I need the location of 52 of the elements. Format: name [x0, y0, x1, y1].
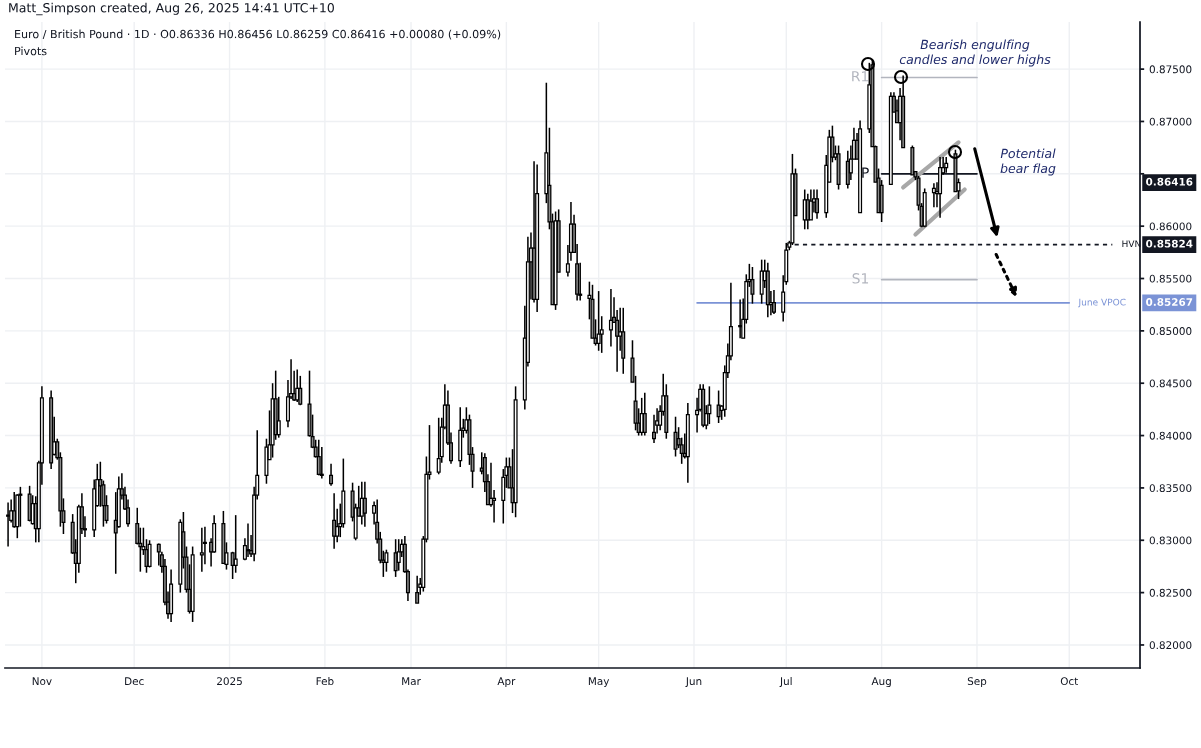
text: Euro / British Pound · 1D · O0.86336 H0.86456 L0.86259 C0.86416 +0.00080 (+0.09%) — [15, 29, 501, 40]
series-label: P — [862, 167, 869, 178]
text: 0.86416 — [1146, 177, 1193, 186]
x-tick-label: Aug — [871, 677, 891, 688]
y-tick-label: 0.85500 — [1149, 274, 1192, 283]
candlestick — [707, 385, 712, 425]
candlestick — [759, 258, 764, 305]
candlestick — [673, 415, 678, 458]
candlestick — [199, 526, 204, 573]
x-tick-label: Sep — [967, 677, 987, 688]
y-tick-label: 0.87000 — [1149, 117, 1192, 126]
text: Pivots — [15, 46, 47, 56]
x-tick-label: Apr — [497, 677, 516, 688]
text: Matt_Simpson created, Aug 26, 2025 14:41 UTC+10 — [9, 2, 334, 16]
candlestick — [147, 539, 152, 569]
y-tick-label: 0.85000 — [1149, 327, 1192, 335]
x-tick-label: Feb — [316, 677, 334, 686]
y-tick-label: 0.83500 — [1149, 484, 1192, 493]
x-tick-label: 2025 — [217, 677, 242, 686]
y-tick-label: 0.86000 — [1149, 222, 1192, 231]
candlestick — [6, 501, 11, 548]
y-tick-label: 0.84500 — [1149, 379, 1192, 388]
candlestick — [750, 266, 755, 305]
candlestick — [233, 514, 238, 574]
candlestick — [276, 396, 281, 439]
annotation: Bearish engulfing candles and lower highs — [899, 39, 1051, 67]
x-tick-label: Dec — [125, 677, 144, 686]
candlestick — [329, 463, 334, 487]
series-label: June VPOC — [1078, 298, 1126, 308]
annotation: Potential bear flag — [1000, 148, 1056, 176]
candlestick — [608, 288, 613, 348]
series-label: R1 — [852, 71, 869, 82]
candlestick — [815, 188, 820, 220]
x-tick-label: Jul — [779, 677, 792, 688]
series-label: S1 — [852, 273, 869, 284]
x-tick-label: Nov — [32, 677, 52, 686]
y-tick-label: 0.82500 — [1149, 588, 1192, 597]
x-tick-label: Mar — [402, 677, 421, 686]
y-tick-label: 0.87500 — [1149, 65, 1192, 74]
y-tick-label: 0.83000 — [1149, 536, 1192, 545]
x-tick-label: May — [588, 677, 610, 688]
candlestick — [642, 391, 647, 437]
candlestick — [931, 182, 936, 209]
candlestick — [384, 548, 389, 573]
y-tick-label: 0.84000 — [1149, 431, 1192, 440]
text: 0.85824 — [1146, 239, 1193, 248]
x-tick-label: Jun — [685, 677, 702, 688]
candlestick — [126, 498, 131, 528]
x-tick-label: Oct — [1060, 677, 1079, 686]
y-tick-label: 0.82000 — [1149, 641, 1192, 650]
text: 0.85267 — [1146, 298, 1193, 306]
candlestick — [362, 480, 367, 528]
